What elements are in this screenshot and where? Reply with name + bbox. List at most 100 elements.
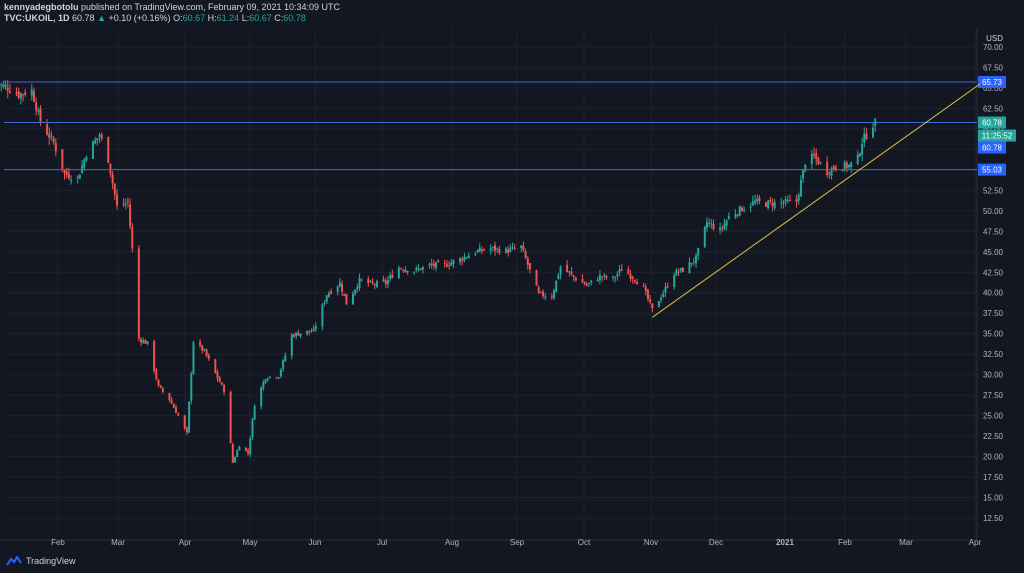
candle-body [771, 202, 774, 206]
candle-body [183, 415, 186, 429]
candle-body [172, 404, 175, 408]
candle-body [268, 376, 271, 378]
y-tick-label: 37.50 [983, 309, 1004, 318]
candle-body [511, 246, 514, 248]
candle-body [295, 332, 298, 337]
candle-body [336, 286, 339, 292]
candle-body [865, 133, 868, 139]
candle-body [681, 267, 684, 272]
x-tick-label: Nov [644, 538, 658, 547]
candle-body [83, 159, 86, 168]
candle-body [736, 214, 739, 216]
candles [0, 80, 877, 464]
candle-body [596, 280, 599, 282]
candle-body [155, 369, 158, 380]
candle-body [290, 334, 293, 356]
candle-body [170, 399, 173, 404]
candle-body [496, 248, 499, 250]
candle-body [406, 271, 409, 273]
candle-body [465, 257, 468, 259]
candle-body [415, 267, 418, 270]
candle-body [727, 215, 730, 220]
price-label: 60.78 [982, 144, 1003, 153]
candle-body [520, 245, 523, 249]
candle-body [376, 281, 379, 287]
countdown-box [978, 129, 1016, 142]
candle-body [91, 141, 94, 160]
candle-body [203, 349, 206, 351]
candle-body [266, 378, 269, 380]
candle-body [384, 280, 387, 284]
candle-body [292, 334, 295, 337]
candle-body [70, 179, 73, 181]
candle-body [2, 84, 5, 88]
candle-body [325, 295, 328, 302]
candle-body [633, 280, 636, 282]
candle-body [306, 330, 309, 334]
candle-body [448, 265, 451, 267]
candle-body [354, 289, 357, 294]
candle-body [491, 246, 494, 248]
candle-body [657, 301, 660, 308]
trendline [652, 83, 981, 318]
candle-body [780, 202, 783, 204]
candle-body [494, 245, 497, 251]
publisher-name[interactable]: kennyadegbotolu [4, 2, 79, 12]
y-tick-label: 20.00 [983, 453, 1004, 462]
candle-body [695, 255, 698, 264]
y-tick-label: 47.50 [983, 227, 1004, 236]
x-tick-label: May [242, 538, 257, 547]
candle-body [32, 90, 35, 102]
x-tick-label: Mar [899, 538, 913, 547]
candle-body [559, 266, 562, 275]
candle-body [358, 277, 361, 288]
candle-body [566, 264, 569, 272]
footer-logo[interactable]: TradingView [6, 556, 76, 566]
candle-body [22, 94, 25, 96]
candle-body [122, 203, 125, 205]
candle-body [603, 274, 606, 277]
candle-body [550, 296, 553, 298]
candle-body [223, 384, 226, 393]
candle-body [115, 194, 118, 206]
candle-body [247, 450, 250, 454]
candle-body [19, 93, 22, 99]
published-text: published on TradingView.com, February 0… [81, 2, 341, 12]
x-tick-label: Sep [510, 538, 525, 547]
candle-body [113, 183, 116, 195]
candle-body [98, 135, 101, 137]
candle-body [6, 87, 9, 91]
candle-body [413, 271, 416, 273]
candle-body [185, 427, 188, 433]
change-arrow-icon: ▲ [97, 13, 106, 23]
candle-body [356, 287, 359, 290]
level-label: 55.03 [982, 166, 1003, 175]
candle-body [391, 274, 394, 278]
y-tick-label: 25.00 [983, 412, 1004, 421]
high-label: H: [207, 13, 217, 23]
symbol-label[interactable]: TVC:UKOIL, 1D [4, 13, 70, 23]
candle-body [850, 162, 853, 167]
candle-body [644, 286, 647, 292]
candle-body [142, 340, 145, 344]
candle-body [341, 283, 344, 292]
candle-body [843, 162, 846, 171]
candle-body [620, 269, 623, 271]
candle-body [583, 282, 586, 285]
candle-body [692, 261, 695, 263]
candle-body [539, 291, 542, 293]
candle-body [555, 280, 558, 292]
candle-body [697, 247, 700, 256]
candle-body [459, 258, 462, 263]
x-tick-label: 2021 [776, 538, 794, 547]
candle-body [677, 271, 680, 273]
candle-body [351, 293, 354, 305]
candle-body [345, 293, 348, 305]
tradingview-logo-icon [6, 556, 22, 566]
candle-body [478, 247, 481, 252]
candle-body [435, 262, 438, 269]
x-tick-label: Feb [838, 538, 852, 547]
y-tick-label: 65.00 [983, 84, 1004, 93]
candle-body [17, 91, 20, 98]
